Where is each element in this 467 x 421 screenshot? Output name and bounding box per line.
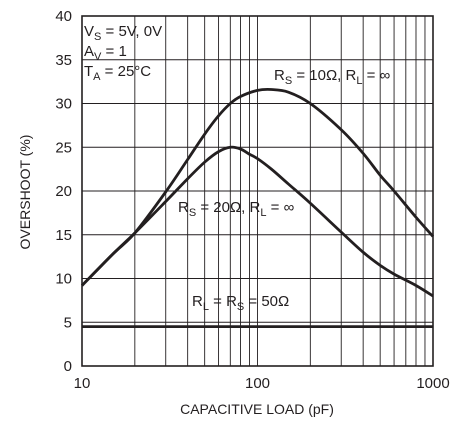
y-tick-label: 15 <box>55 227 72 244</box>
condition-vs: VS = 5V, 0V <box>84 23 162 43</box>
curve-label-rl50: RL = RS = 50Ω <box>192 293 289 313</box>
x-tick-label: 100 <box>245 375 270 392</box>
y-tick-label: 0 <box>64 358 72 375</box>
y-tick-labels: 0 5 10 15 20 25 30 35 40 <box>55 8 72 375</box>
y-tick-label: 25 <box>55 139 72 156</box>
curve-label-rs20: RS = 20Ω, RL = ∞ <box>178 199 295 219</box>
y-tick-label: 20 <box>55 183 72 200</box>
y-tick-label: 10 <box>55 271 72 288</box>
y-tick-label: 35 <box>55 52 72 69</box>
x-tick-label: 1000 <box>416 375 449 392</box>
x-tick-labels: 10 100 1000 <box>74 375 450 392</box>
condition-av: AV = 1 <box>84 43 127 63</box>
y-tick-label: 30 <box>55 96 72 113</box>
curve-label-rs10: RS = 10Ω, RL = ∞ <box>274 67 391 87</box>
x-axis-label: CAPACITIVE LOAD (pF) <box>180 401 334 417</box>
test-conditions: VS = 5V, 0V AV = 1 TA = 25°C <box>84 23 162 83</box>
curve-rs-10-ohm <box>81 87 435 287</box>
y-axis-label: OVERSHOOT (%) <box>17 135 33 250</box>
curve-rs-20-ohm <box>81 145 434 298</box>
curves <box>81 87 435 329</box>
y-tick-label: 40 <box>55 8 72 25</box>
y-tick-label: 5 <box>64 314 72 331</box>
plot-frame <box>81 15 434 367</box>
condition-ta: TA = 25°C <box>84 63 151 83</box>
x-tick-label: 10 <box>74 375 91 392</box>
